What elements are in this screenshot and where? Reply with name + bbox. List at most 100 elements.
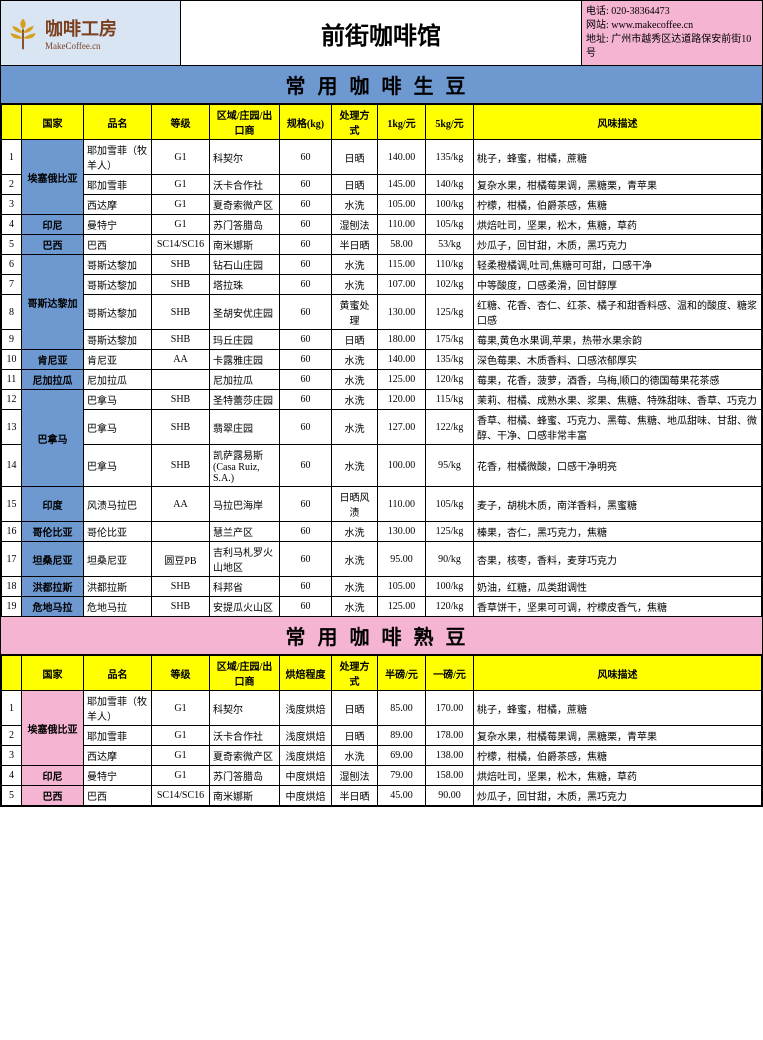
- p5-cell: 110/kg: [426, 255, 474, 275]
- p1-cell: 45.00: [378, 786, 426, 806]
- column-header: 1kg/元: [378, 105, 426, 140]
- process-cell: 半日晒: [332, 235, 378, 255]
- process-cell: 水洗: [332, 522, 378, 542]
- column-header: 风味描述: [474, 105, 762, 140]
- p5-cell: 125/kg: [426, 295, 474, 330]
- p1-cell: 105.00: [378, 195, 426, 215]
- table-row: 4印尼曼特宁G1苏门答腊岛60湿刨法110.00105/kg烘焙吐司，坚果，松木…: [2, 215, 762, 235]
- spec-cell: 60: [280, 140, 332, 175]
- p1-cell: 127.00: [378, 410, 426, 445]
- row-index: 2: [2, 726, 22, 746]
- name-cell: 巴西: [84, 235, 152, 255]
- table-row: 15印度风渍马拉巴AA马拉巴海岸60日晒风渍110.00105/kg麦子，胡桃木…: [2, 487, 762, 522]
- country-cell: 埃塞俄比亚: [22, 140, 84, 215]
- row-index: 5: [2, 235, 22, 255]
- spec-cell: 60: [280, 295, 332, 330]
- p5-cell: 100/kg: [426, 577, 474, 597]
- country-cell: 尼加拉瓜: [22, 370, 84, 390]
- roast-cell: 中度烘焙: [280, 786, 332, 806]
- p1-cell: 69.00: [378, 746, 426, 766]
- table-row: 10肯尼亚肯尼亚AA卡露雅庄园60水洗140.00135/kg深色莓果、木质香料…: [2, 350, 762, 370]
- flavor-cell: 香草饼干，坚果可可调，柠檬皮香气，焦糖: [474, 597, 762, 617]
- flavor-cell: 炒瓜子，回甘甜，木质，黑巧克力: [474, 786, 762, 806]
- name-cell: 曼特宁: [84, 215, 152, 235]
- row-index: 1: [2, 691, 22, 726]
- process-cell: 半日晒: [332, 786, 378, 806]
- country-cell: 巴拿马: [22, 390, 84, 487]
- spec-cell: 60: [280, 577, 332, 597]
- roast-cell: 中度烘焙: [280, 766, 332, 786]
- region-cell: 塔拉珠: [210, 275, 280, 295]
- p5-cell: 175/kg: [426, 330, 474, 350]
- name-cell: 哥斯达黎加: [84, 330, 152, 350]
- region-cell: 科契尔: [210, 691, 280, 726]
- region-cell: 夏奇索微产区: [210, 195, 280, 215]
- roasted-beans-table: 国家品名等级区域/庄园/出口商烘焙程度处理方式半磅/元一磅/元风味描述 1埃塞俄…: [1, 655, 762, 806]
- row-index: 11: [2, 370, 22, 390]
- flavor-cell: 柠檬，柑橘，伯爵茶感，焦糖: [474, 746, 762, 766]
- p5-cell: 138.00: [426, 746, 474, 766]
- name-cell: 危地马拉: [84, 597, 152, 617]
- p1-cell: 58.00: [378, 235, 426, 255]
- process-cell: 水洗: [332, 350, 378, 370]
- column-header: 等级: [152, 656, 210, 691]
- column-header: 半磅/元: [378, 656, 426, 691]
- grade-cell: G1: [152, 175, 210, 195]
- row-index: 16: [2, 522, 22, 542]
- process-cell: 水洗: [332, 445, 378, 487]
- process-cell: 日晒: [332, 175, 378, 195]
- grade-cell: G1: [152, 691, 210, 726]
- flavor-cell: 花香，柑橘微酸，口感干净明亮: [474, 445, 762, 487]
- name-cell: 耶加雪菲（牧羊人）: [84, 691, 152, 726]
- name-cell: 风渍马拉巴: [84, 487, 152, 522]
- country-cell: 印度: [22, 487, 84, 522]
- column-header: 国家: [22, 105, 84, 140]
- spec-cell: 60: [280, 195, 332, 215]
- flavor-cell: 中等酸度，口感柔滑，回甘醇厚: [474, 275, 762, 295]
- process-cell: 日晒: [332, 726, 378, 746]
- p5-cell: 125/kg: [426, 522, 474, 542]
- spec-cell: 60: [280, 175, 332, 195]
- table-row: 16哥伦比亚哥伦比亚慧兰产区60水洗130.00125/kg榛果，杏仁，黑巧克力…: [2, 522, 762, 542]
- name-cell: 巴拿马: [84, 410, 152, 445]
- spec-cell: 60: [280, 522, 332, 542]
- grade-cell: SC14/SC16: [152, 235, 210, 255]
- table-row: 6哥斯达黎加哥斯达黎加SHB钻石山庄园60水洗115.00110/kg轻柔橙橘调…: [2, 255, 762, 275]
- region-cell: 马拉巴海岸: [210, 487, 280, 522]
- name-cell: 耶加雪菲: [84, 175, 152, 195]
- p5-cell: 140/kg: [426, 175, 474, 195]
- grade-cell: SC14/SC16: [152, 786, 210, 806]
- p1-cell: 140.00: [378, 140, 426, 175]
- process-cell: 水洗: [332, 255, 378, 275]
- row-index: 12: [2, 390, 22, 410]
- country-cell: 巴西: [22, 786, 84, 806]
- process-cell: 日晒风渍: [332, 487, 378, 522]
- logo-title: 咖啡工房: [45, 15, 117, 41]
- row-index: 18: [2, 577, 22, 597]
- country-cell: 肯尼亚: [22, 350, 84, 370]
- name-cell: 哥斯达黎加: [84, 255, 152, 275]
- row-index: 1: [2, 140, 22, 175]
- p1-cell: 125.00: [378, 597, 426, 617]
- p5-cell: 120/kg: [426, 370, 474, 390]
- flavor-cell: 麦子，胡桃木质，南洋香料，黑蜜糖: [474, 487, 762, 522]
- spec-cell: 60: [280, 235, 332, 255]
- country-cell: 危地马拉: [22, 597, 84, 617]
- name-cell: 巴西: [84, 786, 152, 806]
- p1-cell: 145.00: [378, 175, 426, 195]
- name-cell: 巴拿马: [84, 390, 152, 410]
- grade-cell: SHB: [152, 445, 210, 487]
- region-cell: 南米娜斯: [210, 235, 280, 255]
- row-index: 4: [2, 766, 22, 786]
- name-cell: 洪都拉斯: [84, 577, 152, 597]
- spec-cell: 60: [280, 350, 332, 370]
- column-header: 规格(kg): [280, 105, 332, 140]
- region-cell: 科邦省: [210, 577, 280, 597]
- p5-cell: 102/kg: [426, 275, 474, 295]
- spec-cell: 60: [280, 445, 332, 487]
- header: 咖啡工房 MakeCoffee.cn 前街咖啡馆 电话: 020-3836447…: [1, 1, 762, 66]
- row-index: 7: [2, 275, 22, 295]
- row-index: 6: [2, 255, 22, 275]
- flavor-cell: 烘焙吐司，坚果，松木，焦糖，草药: [474, 215, 762, 235]
- p5-cell: 90.00: [426, 786, 474, 806]
